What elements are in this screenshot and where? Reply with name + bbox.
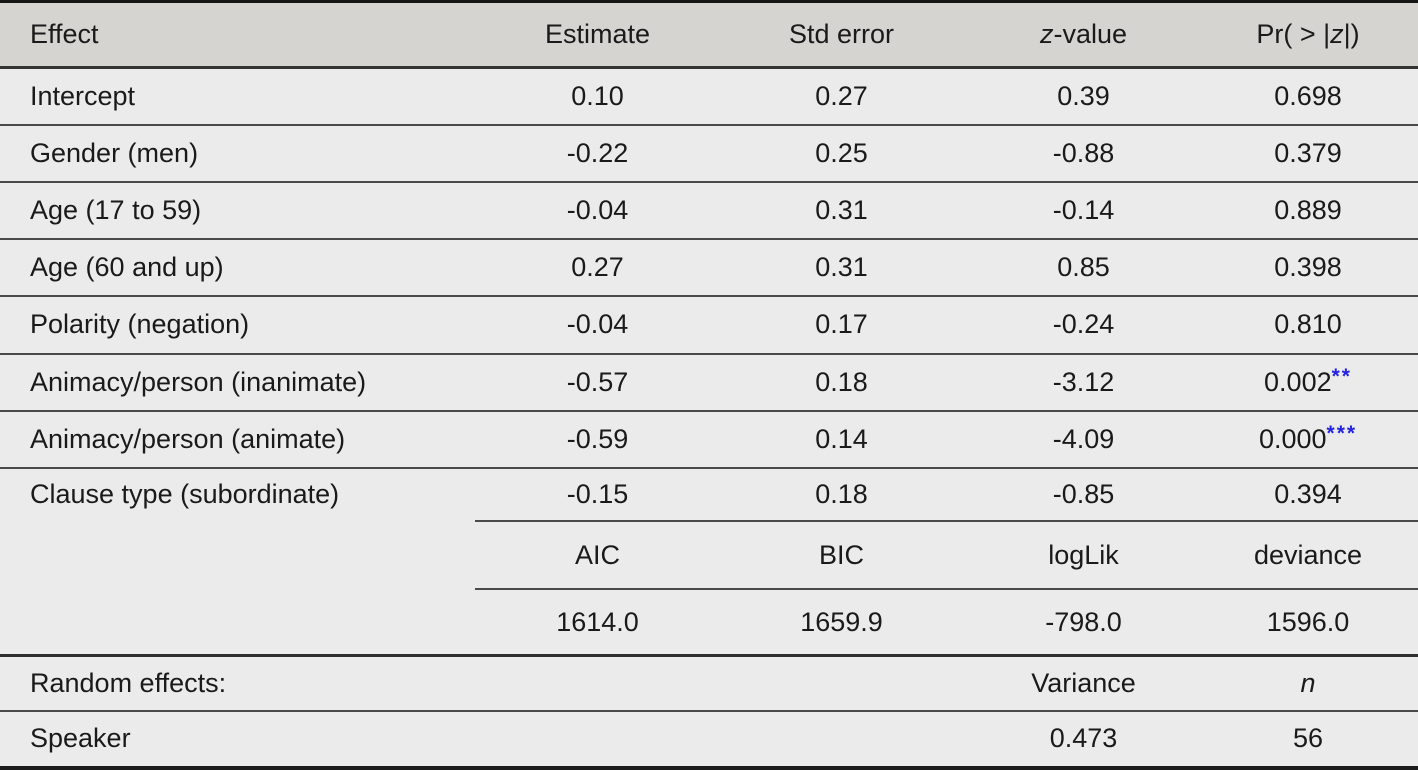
deviance-value: 1596.0 (1204, 588, 1418, 656)
estimate-cell: 0.27 (475, 239, 720, 298)
empty-cell (720, 653, 963, 711)
empty-cell (475, 709, 720, 768)
table-row: Age (17 to 59) -0.04 0.31 -0.14 0.889 (0, 182, 1418, 241)
fit-labels-row: AIC BIC logLik deviance (0, 520, 1418, 590)
effect-cell: Gender (men) (0, 124, 475, 184)
pr-z-italic: z (1330, 19, 1344, 50)
z-italic: z (1039, 19, 1054, 50)
std-error-cell: 0.31 (720, 182, 963, 241)
p-value: 0.698 (1274, 81, 1342, 112)
significance-stars: *** (1326, 421, 1358, 445)
p-value: 0.000 (1258, 423, 1327, 454)
effect-cell: Intercept (0, 67, 475, 126)
bic-label: BIC (720, 520, 963, 590)
estimate-cell: -0.15 (566, 478, 629, 509)
p-value-cell: 0.698 (1204, 67, 1418, 126)
table-row: Gender (men) -0.22 0.25 -0.88 0.379 (0, 124, 1418, 184)
effect-cell: Clause type (subordinate) (30, 479, 340, 510)
estimate-cell: -0.59 (475, 410, 720, 469)
empty-cell (0, 521, 475, 589)
p-value: 0.002 (1264, 366, 1332, 397)
p-value-cell: 0.398 (1204, 239, 1418, 298)
table-row: Clause type (subordinate) -0.15 0.18 -0.… (0, 468, 1418, 521)
pr-pre: Pr( > | (1256, 19, 1331, 50)
z-value-cell: -3.12 (963, 353, 1204, 412)
n-label: n (1204, 653, 1418, 711)
z-value-cell: -0.85 (1052, 478, 1115, 509)
header-z-value: z-value (963, 1, 1204, 70)
bic-value: 1659.9 (720, 588, 963, 656)
table-row: Age (60 and up) 0.27 0.31 0.85 0.398 (0, 239, 1418, 298)
estimate-cell: -0.57 (475, 353, 720, 412)
header-pr-z: Pr( > |z|) (1204, 1, 1418, 70)
pr-post: |) (1343, 19, 1360, 50)
z-value-cell: -0.24 (963, 296, 1204, 355)
z-rest: -value (1053, 19, 1128, 50)
header-estimate: Estimate (475, 1, 720, 70)
estimate-cell: -0.04 (475, 296, 720, 355)
p-value-cell: 0.810 (1204, 296, 1418, 355)
empty-cell (475, 653, 720, 711)
p-value-cell: 0.379 (1204, 124, 1418, 184)
p-value: 0.889 (1274, 195, 1342, 226)
estimate-cell: 0.10 (475, 67, 720, 126)
std-error-cell: 0.25 (720, 124, 963, 184)
random-effects-title: Random effects: (0, 653, 475, 711)
header-std-error: Std error (720, 1, 963, 70)
estimate-cell: -0.22 (475, 124, 720, 184)
effect-cell: Age (17 to 59) (0, 182, 475, 241)
p-value-cell: 0.394 (1204, 468, 1418, 521)
empty-cell (0, 589, 475, 655)
std-error-cell: 0.18 (815, 478, 868, 509)
loglik-label: logLik (963, 520, 1204, 590)
z-value-cell: -0.88 (963, 124, 1204, 184)
header-effect: Effect (0, 1, 475, 70)
loglik-value: -798.0 (963, 588, 1204, 656)
effect-cell: Animacy/person (inanimate) (0, 353, 475, 412)
p-value: 0.398 (1274, 252, 1342, 283)
random-effects-row: Random effects: Variance n (0, 653, 1418, 711)
speaker-variance: 0.473 (963, 709, 1204, 768)
effect-cell: Age (60 and up) (0, 239, 475, 298)
table-row: Animacy/person (inanimate) -0.57 0.18 -3… (0, 353, 1418, 412)
deviance-label: deviance (1204, 520, 1418, 590)
aic-value: 1614.0 (475, 588, 720, 656)
speaker-name: Speaker (0, 709, 475, 768)
std-error-cell: 0.17 (720, 296, 963, 355)
speaker-n: 56 (1204, 709, 1418, 768)
estimate-cell: -0.04 (475, 182, 720, 241)
p-value-cell: 0.000*** (1204, 410, 1418, 469)
fit-values-row: 1614.0 1659.9 -798.0 1596.0 (0, 588, 1418, 656)
speaker-row: Speaker 0.473 56 (0, 709, 1418, 768)
p-value: 0.379 (1274, 137, 1342, 168)
std-error-cell: 0.14 (720, 410, 963, 469)
std-error-cell: 0.27 (720, 67, 963, 126)
z-value-cell: -4.09 (963, 410, 1204, 469)
z-value-cell: 0.85 (963, 239, 1204, 298)
z-value-cell: 0.39 (963, 67, 1204, 126)
p-value: 0.810 (1274, 309, 1342, 340)
aic-label: AIC (475, 520, 720, 590)
table-header-row: Effect Estimate Std error z-value Pr( > … (0, 1, 1418, 70)
table-row: Polarity (negation) -0.04 0.17 -0.24 0.8… (0, 296, 1418, 355)
table-row: Intercept 0.10 0.27 0.39 0.698 (0, 67, 1418, 126)
empty-cell (720, 709, 963, 768)
variance-label: Variance (963, 653, 1204, 711)
significance-stars: ** (1331, 364, 1352, 388)
effect-cell: Animacy/person (animate) (0, 410, 475, 469)
table-row: Animacy/person (animate) -0.59 0.14 -4.0… (0, 410, 1418, 469)
std-error-cell: 0.31 (720, 239, 963, 298)
z-value-cell: -0.14 (963, 182, 1204, 241)
p-value-cell: 0.889 (1204, 182, 1418, 241)
effect-cell: Polarity (negation) (0, 296, 475, 355)
std-error-cell: 0.18 (720, 353, 963, 412)
p-value: 0.394 (1274, 478, 1342, 509)
p-value-cell: 0.002** (1204, 353, 1418, 412)
